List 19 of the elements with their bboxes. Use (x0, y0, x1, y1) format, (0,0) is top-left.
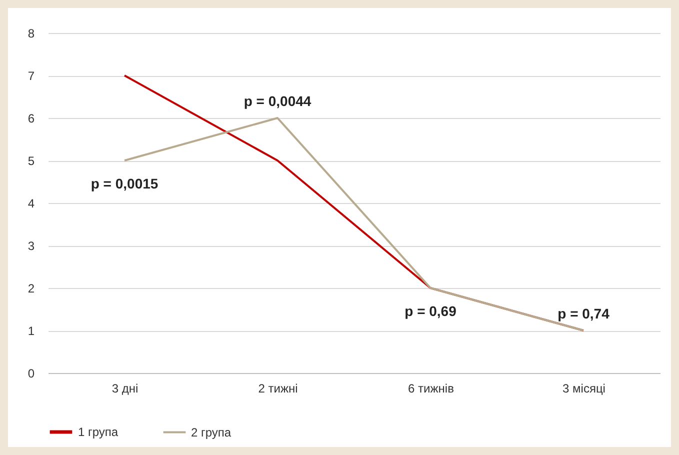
y-tick-label: 2 (28, 282, 35, 296)
y-tick-label: 5 (28, 154, 35, 168)
y-tick-label: 8 (28, 26, 35, 40)
annotation: p = 0,74 (558, 306, 610, 322)
x-tick-label: 3 дні (112, 382, 138, 396)
x-tick-label: 6 тижнів (408, 382, 454, 396)
y-tick-label: 1 (28, 324, 35, 338)
legend-label: 2 група (191, 425, 232, 440)
annotation: p = 0,0044 (244, 93, 312, 109)
y-tick-label: 6 (28, 112, 35, 126)
x-tick-label: 3 місяці (562, 382, 606, 396)
y-tick-label: 0 (28, 366, 35, 380)
y-tick-label: 3 (28, 239, 35, 253)
annotation: p = 0,0015 (90, 176, 158, 192)
x-tick-label: 2 тижні (258, 382, 298, 396)
y-tick-label: 4 (28, 196, 35, 210)
legend-label: 1 група (78, 425, 118, 439)
y-tick-label: 7 (28, 69, 35, 83)
annotation: p = 0,69 (404, 303, 457, 319)
